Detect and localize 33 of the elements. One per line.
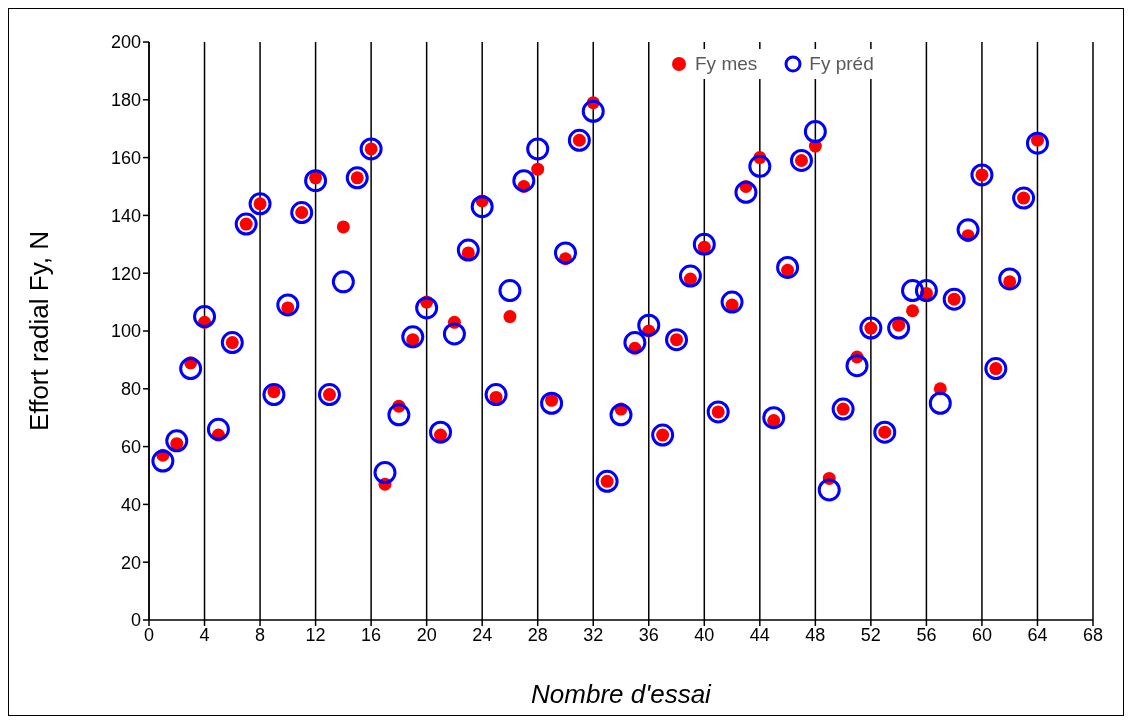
- x-tick-label: 68: [1082, 624, 1104, 645]
- legend-label: Fy préd: [808, 53, 874, 75]
- x-tick-label: 4: [199, 624, 210, 645]
- x-tick-label: 36: [638, 624, 659, 645]
- x-tick-label: 64: [1027, 624, 1048, 645]
- x-tick-label: 20: [416, 624, 437, 645]
- x-tick-label: 60: [971, 624, 992, 645]
- y-tick-label: 160: [110, 147, 141, 168]
- x-tick-label: 40: [694, 624, 715, 645]
- x-tick-label: 52: [860, 624, 881, 645]
- y-tick-label: 140: [110, 205, 141, 226]
- y-tick-label: 40: [120, 494, 141, 515]
- legend-label: Fy mes: [694, 53, 758, 75]
- y-tick-label: 200: [110, 32, 141, 53]
- x-tick-label: 12: [305, 624, 326, 645]
- y-tick-label: 180: [110, 90, 141, 111]
- y-tick-label: 80: [120, 379, 141, 400]
- y-tick-label: 100: [110, 321, 141, 342]
- x-tick-label: 24: [472, 624, 493, 645]
- y-tick-label: 20: [120, 552, 141, 573]
- y-tick-label: 60: [120, 436, 141, 457]
- x-tick-label: 28: [527, 624, 548, 645]
- y-tick-label: 120: [110, 263, 141, 284]
- x-tick-label: 0: [143, 624, 155, 645]
- x-tick-label: 56: [916, 624, 937, 645]
- x-tick-label: 32: [583, 624, 604, 645]
- x-tick-label: 44: [749, 624, 770, 645]
- y-axis-title: Effort radial Fy, N: [24, 231, 55, 431]
- x-tick-label: 8: [255, 624, 266, 645]
- x-axis-title: Nombre d'essai: [531, 679, 713, 709]
- x-tick-label: 48: [805, 624, 826, 645]
- y-tick-label: 0: [130, 610, 141, 631]
- x-tick-label: 16: [361, 624, 382, 645]
